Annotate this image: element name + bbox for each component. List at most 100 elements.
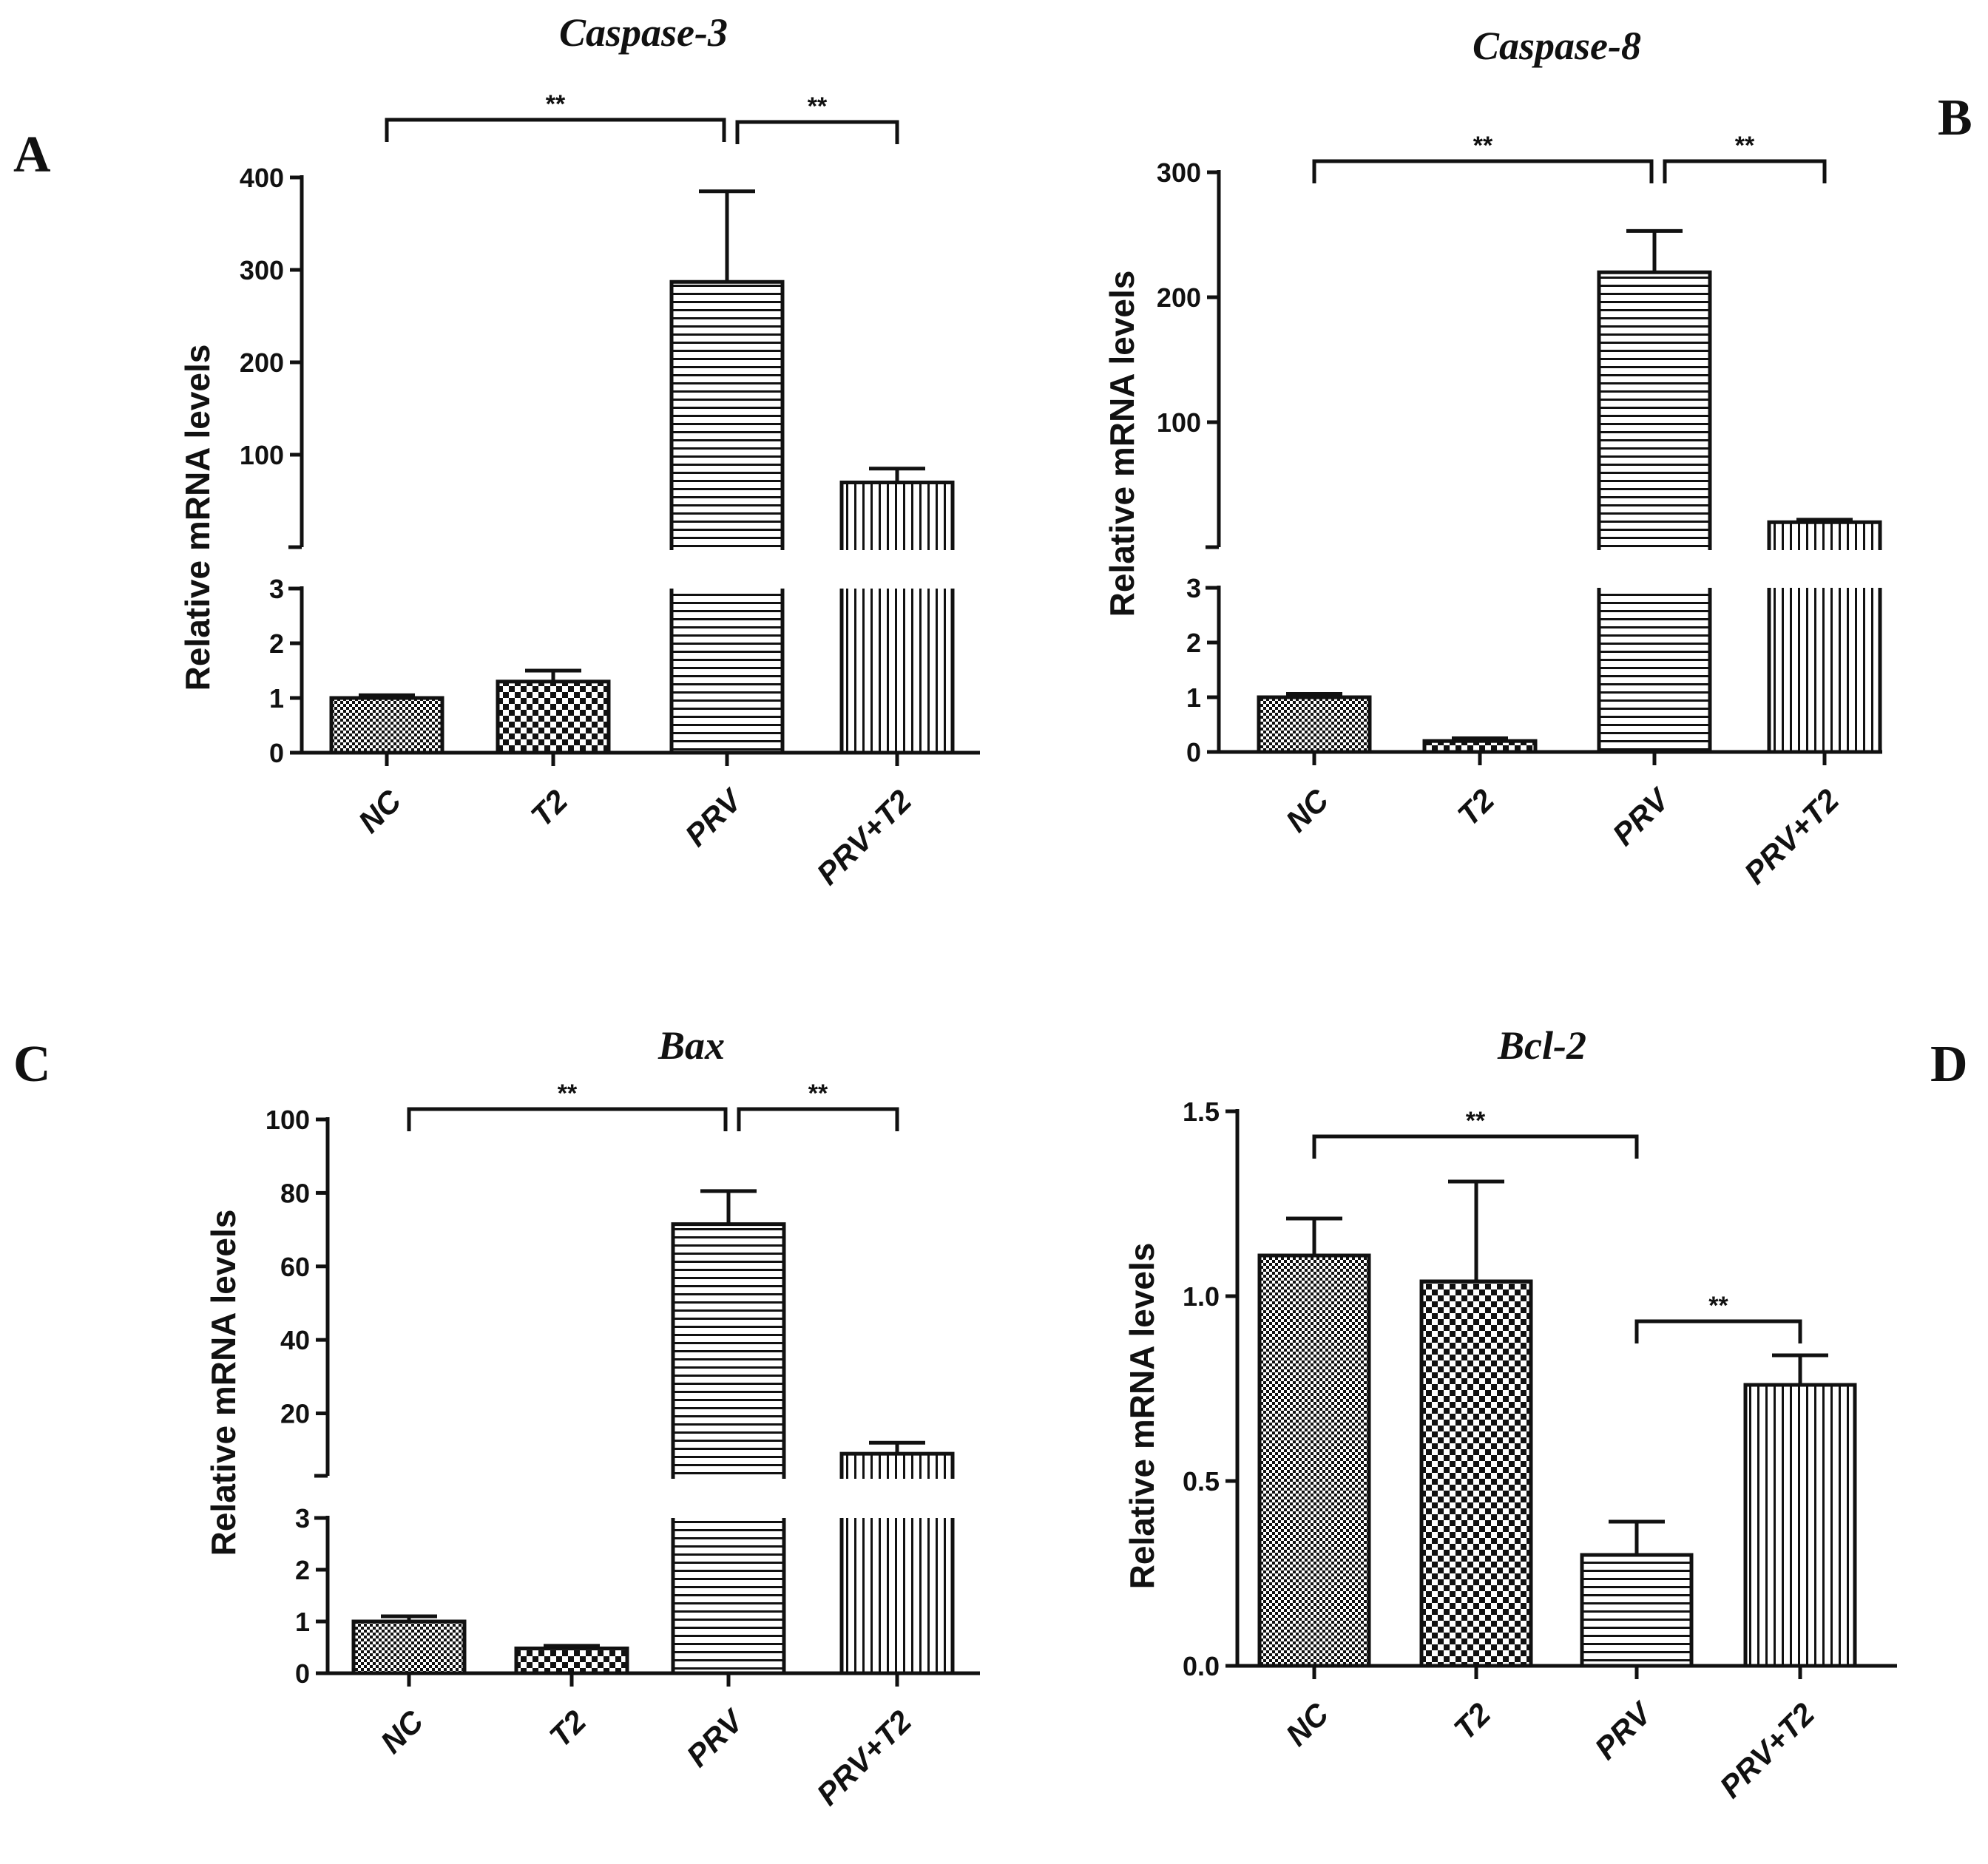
chart-title: Caspase-8 xyxy=(1473,24,1641,68)
significance-bracket xyxy=(1312,159,1654,183)
y-tick-label: 80 xyxy=(280,1178,310,1208)
panel-letter: D xyxy=(1930,1036,1968,1093)
bar-t2 xyxy=(1419,1279,1533,1668)
significance-label: ** xyxy=(1735,132,1755,160)
panel-a: A Caspase-3 Relative mRNA levels 0 1 2 3 100… xyxy=(13,10,980,891)
x-tick-label: NC xyxy=(1279,782,1336,839)
panel-b: B Caspase-8 Relative mRNA levels 0 1 2 3 100… xyxy=(1103,24,1972,890)
significance-label: ** xyxy=(1708,1292,1728,1320)
bar-prv-plus-t2-upper xyxy=(842,482,953,550)
x-tick-label: NC xyxy=(1279,1696,1336,1753)
y-axis-label: Relative mRNA levels xyxy=(178,345,217,691)
y-tick-label: 100 xyxy=(240,440,284,470)
significance-bracket xyxy=(735,120,899,144)
significance-label: ** xyxy=(1473,132,1493,160)
bar-prv-lower xyxy=(673,1518,784,1673)
x-tick-label: PRV+T2 xyxy=(1737,782,1845,890)
y-tick-label: 0.5 xyxy=(1183,1466,1220,1497)
bar-t2 xyxy=(514,1646,629,1675)
y-tick-label: 2 xyxy=(269,628,284,659)
plot-area: 0 1 2 3 100 200 300 NC T2 PRV PRV+T2 ** ** xyxy=(1157,132,1882,890)
chart-title: Bax xyxy=(657,1023,725,1068)
significance-bracket xyxy=(1312,1134,1639,1159)
panel-c: C Bax Relative mRNA levels 0 1 2 3 20 40 60 80 1… xyxy=(13,1023,980,1812)
panel-letter: A xyxy=(13,126,51,183)
x-tick-label: PRV xyxy=(678,782,749,853)
panel-letter: B xyxy=(1938,89,1972,146)
panel-letter: C xyxy=(13,1036,51,1093)
y-tick-label: 1.0 xyxy=(1183,1281,1220,1312)
plot-area: 0 1 2 3 100 200 300 400 NC T2 PRV PRV+T2 ** ** xyxy=(240,90,980,891)
y-tick-label: 3 xyxy=(269,574,284,604)
bar-prv-lower xyxy=(1599,588,1710,752)
chart-title: Caspase-3 xyxy=(559,10,728,55)
plot-area: 0 1 2 3 20 40 60 80 100 NC T2 PRV PRV+T2 ** ** xyxy=(266,1080,980,1812)
bar-prv xyxy=(1580,1553,1694,1668)
y-axis-label: Relative mRNA levels xyxy=(1123,1243,1161,1590)
y-tick-label: 2 xyxy=(295,1555,310,1585)
x-tick-label: T2 xyxy=(1447,1696,1497,1746)
x-tick-label: NC xyxy=(373,1704,430,1760)
bar-t2 xyxy=(496,679,611,755)
y-tick-label: 300 xyxy=(240,255,284,285)
x-tick-label: T2 xyxy=(524,783,574,833)
significance-label: ** xyxy=(558,1080,578,1108)
x-tick-label: T2 xyxy=(542,1704,592,1754)
x-tick-label: NC xyxy=(351,783,408,840)
x-tick-label: PRV+T2 xyxy=(1713,1696,1821,1804)
y-tick-label: 1 xyxy=(1186,682,1201,713)
bar-prv-plus-t2-upper xyxy=(1769,522,1880,550)
x-tick-label: PRV xyxy=(1588,1695,1659,1766)
plot-area: 0.0 0.5 1.0 1.5 NC T2 PRV PRV+T2 ** ** xyxy=(1183,1097,1897,1804)
bar-nc xyxy=(351,1619,467,1675)
y-tick-label: 1.5 xyxy=(1183,1097,1220,1127)
y-tick-label: 0.0 xyxy=(1183,1651,1220,1681)
bar-prv-plus-t2-lower xyxy=(1769,588,1880,752)
y-tick-label: 100 xyxy=(1157,407,1201,438)
bar-prv-upper xyxy=(1599,272,1710,550)
y-tick-label: 60 xyxy=(280,1252,310,1282)
bar-nc xyxy=(1257,1253,1371,1668)
y-tick-label: 1 xyxy=(295,1607,310,1637)
y-tick-label: 3 xyxy=(295,1503,310,1533)
y-tick-label: 3 xyxy=(1186,573,1201,603)
significance-bracket xyxy=(1663,159,1827,183)
x-tick-label: PRV xyxy=(1606,781,1677,852)
y-tick-label: 0 xyxy=(295,1658,310,1689)
significance-bracket xyxy=(737,1107,899,1131)
bar-prv-plus-t2-lower xyxy=(842,1518,953,1673)
y-tick-label: 40 xyxy=(280,1325,310,1355)
bar-prv-plus-t2 xyxy=(1743,1383,1857,1668)
significance-bracket xyxy=(407,1107,728,1131)
y-tick-label: 400 xyxy=(240,163,284,193)
y-tick-label: 300 xyxy=(1157,157,1201,188)
significance-label: ** xyxy=(546,90,566,118)
bar-nc xyxy=(329,696,444,755)
y-tick-label: 0 xyxy=(1186,737,1201,767)
bar-prv-upper xyxy=(672,282,782,550)
x-tick-label: PRV xyxy=(680,1702,751,1773)
bar-prv-plus-t2-lower xyxy=(842,589,953,753)
x-tick-label: PRV+T2 xyxy=(810,783,918,891)
significance-label: ** xyxy=(1466,1107,1486,1135)
y-tick-label: 200 xyxy=(1157,282,1201,313)
bar-prv-lower xyxy=(672,589,782,753)
significance-label: ** xyxy=(808,92,828,121)
x-tick-label: PRV+T2 xyxy=(810,1704,918,1812)
y-tick-label: 100 xyxy=(266,1105,310,1135)
x-tick-label: T2 xyxy=(1450,782,1501,833)
y-axis-label: Relative mRNA levels xyxy=(204,1210,243,1556)
bar-prv-plus-t2-upper xyxy=(842,1454,953,1479)
panel-d: D Bcl-2 Relative mRNA levels 0.0 0.5 1.0 1.… xyxy=(1123,1023,1968,1804)
significance-bracket xyxy=(385,118,726,142)
y-tick-label: 1 xyxy=(269,683,284,714)
significance-bracket xyxy=(1634,1319,1802,1343)
y-tick-label: 20 xyxy=(280,1399,310,1429)
y-tick-label: 2 xyxy=(1186,628,1201,658)
y-tick-label: 200 xyxy=(240,348,284,378)
significance-label: ** xyxy=(808,1080,828,1108)
bar-nc xyxy=(1257,695,1372,754)
y-axis-label: Relative mRNA levels xyxy=(1103,271,1141,617)
